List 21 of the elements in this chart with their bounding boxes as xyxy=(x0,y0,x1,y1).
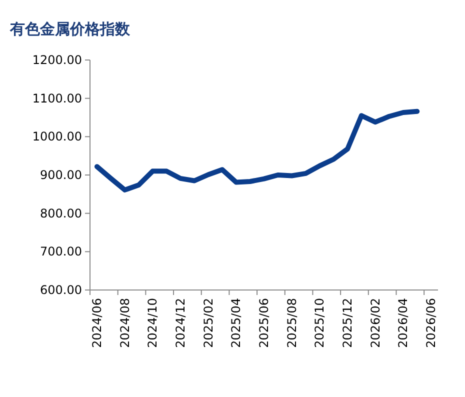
x-tick-label: 2024/06 xyxy=(90,298,104,348)
y-tick-label: 900.00 xyxy=(40,168,82,182)
y-tick-label: 1200.00 xyxy=(32,53,82,67)
y-tick-label: 700.00 xyxy=(40,244,82,259)
x-tick-label: 2025/12 xyxy=(340,298,355,348)
x-tick-label: 2024/12 xyxy=(173,298,188,348)
x-tick-label: 2025/04 xyxy=(229,298,244,348)
x-tick-label: 2026/04 xyxy=(396,298,410,348)
x-tick-label: 2025/06 xyxy=(257,298,271,348)
y-tick-label: 1100.00 xyxy=(32,91,82,106)
x-tick-label: 2025/10 xyxy=(312,298,327,348)
x-tick-label: 2024/10 xyxy=(146,298,160,348)
x-tick-label: 2026/06 xyxy=(424,298,438,348)
x-tick-label: 2026/02 xyxy=(368,298,382,348)
x-tick-label: 2024/08 xyxy=(118,298,132,348)
y-tick-label: 1000.00 xyxy=(32,130,82,144)
y-tick-label: 800.00 xyxy=(40,206,82,220)
y-tick-label: 600.00 xyxy=(40,283,82,297)
chart-title: 有色金属价格指数 xyxy=(9,20,131,38)
x-tick-label: 2025/02 xyxy=(201,298,216,348)
x-tick-label: 2025/08 xyxy=(284,298,299,348)
